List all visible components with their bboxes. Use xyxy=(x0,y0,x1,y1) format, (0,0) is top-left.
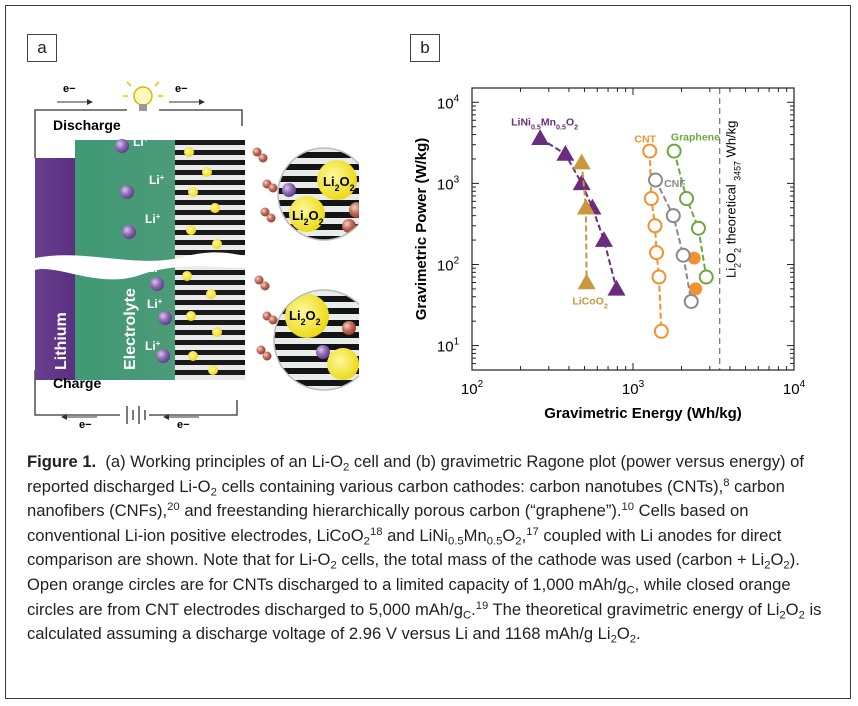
y-axis-label: Gravimetric Power (W/kg) xyxy=(413,138,430,321)
lithium-label: Lithium xyxy=(53,312,70,370)
battery-icon xyxy=(126,406,146,424)
electron-label-top-left: e− xyxy=(63,83,76,95)
data-point xyxy=(690,220,706,236)
li-ion-label: Li+ xyxy=(145,212,161,227)
li-ion-group: Li+ Li+ Li+ Li+ Li+ Li+ xyxy=(115,135,172,363)
electron-label-top-right: e− xyxy=(175,83,188,95)
data-point xyxy=(675,247,691,263)
o2-molecules xyxy=(252,147,278,361)
series-line-4 xyxy=(654,179,693,302)
series-line-2 xyxy=(648,151,663,332)
li-ion-label: Li+ xyxy=(145,339,161,354)
annotation-lini: LiNi0.5Mn0.5O2 xyxy=(511,116,578,131)
data-point xyxy=(687,251,701,265)
data-point xyxy=(689,282,703,296)
panel-b-label: b xyxy=(410,34,440,62)
data-point xyxy=(698,269,714,285)
data-point xyxy=(679,191,695,207)
li-o2-cell-schematic: e− e− e− e− Discharge Charge Lithium Ele… xyxy=(34,81,359,430)
data-point xyxy=(647,218,663,234)
annotation-graphene: Graphene xyxy=(671,131,720,143)
plot-area-frame xyxy=(471,87,795,371)
data-point xyxy=(572,174,591,191)
annotation-licoo2: LiCoO2 xyxy=(572,296,608,311)
li-ion-label: Li+ xyxy=(149,173,165,188)
series-line-0 xyxy=(539,137,618,290)
theoretical-annotation: Li2O2 theoretical 3457 Wh/kg xyxy=(724,121,743,278)
x-axis-label: Gravimetric Energy (Wh/kg) xyxy=(544,405,742,422)
data-point xyxy=(576,198,595,215)
figure-caption: Figure 1. (a) Working principles of an L… xyxy=(27,450,827,647)
data-point xyxy=(572,153,591,170)
series-line-5 xyxy=(673,150,708,278)
electrolyte-label: Electrolyte xyxy=(122,288,139,370)
figure-frame xyxy=(5,5,851,699)
data-point xyxy=(642,143,658,159)
plot-marks: Li2O2 theoretical 3457 Wh/kg LiNi0.5Mn0.5… xyxy=(511,88,743,370)
electron-label-bottom-right: e− xyxy=(177,419,190,430)
data-point xyxy=(683,293,699,309)
y-tick-label: 104 xyxy=(437,93,460,112)
data-point xyxy=(594,231,613,247)
discharge-label: Discharge xyxy=(53,117,121,133)
caption-figure-label: Figure 1. xyxy=(27,452,97,471)
data-point xyxy=(651,269,667,285)
data-point xyxy=(607,279,626,296)
data-point xyxy=(648,172,664,188)
panel-a-label: a xyxy=(27,34,57,62)
ragone-plot: 102 103 104 101 102 103 104 Gravimetric Energy … xyxy=(413,87,806,422)
li-ion-label: Li+ xyxy=(147,297,163,312)
data-point xyxy=(531,129,550,146)
x-tick-label: 104 xyxy=(783,379,806,398)
light-bulb-icon xyxy=(123,81,163,111)
caption-text: (a) Working principles of an Li-O2 cell … xyxy=(27,452,822,646)
li2o2-label-bottom: Li2O2 xyxy=(289,308,321,327)
data-point xyxy=(577,273,596,290)
data-point xyxy=(649,245,665,261)
annotation-cnt: CNT xyxy=(634,133,656,145)
li2o2-label-top: Li2O2 xyxy=(323,174,355,193)
data-point xyxy=(665,208,681,224)
plot-axes: 102 103 104 101 102 103 104 Gravimetric Energy … xyxy=(413,87,806,422)
x-tick-label: 103 xyxy=(622,379,645,398)
data-point xyxy=(666,143,682,159)
charge-label: Charge xyxy=(53,375,101,391)
data-point xyxy=(556,145,575,161)
li2o2-label-middle: Li2O2 xyxy=(292,208,324,227)
data-point xyxy=(643,191,659,207)
li-ion-label: Li+ xyxy=(147,261,163,276)
x-tick-label: 102 xyxy=(461,379,484,398)
y-tick-label: 103 xyxy=(437,174,460,193)
data-point xyxy=(653,323,669,339)
y-tick-label: 101 xyxy=(437,337,460,356)
y-tick-label: 102 xyxy=(437,255,460,274)
electron-label-bottom-left: e− xyxy=(79,419,92,430)
annotation-cnf: CNF xyxy=(664,178,686,190)
li-ion-label: Li+ xyxy=(133,135,149,150)
